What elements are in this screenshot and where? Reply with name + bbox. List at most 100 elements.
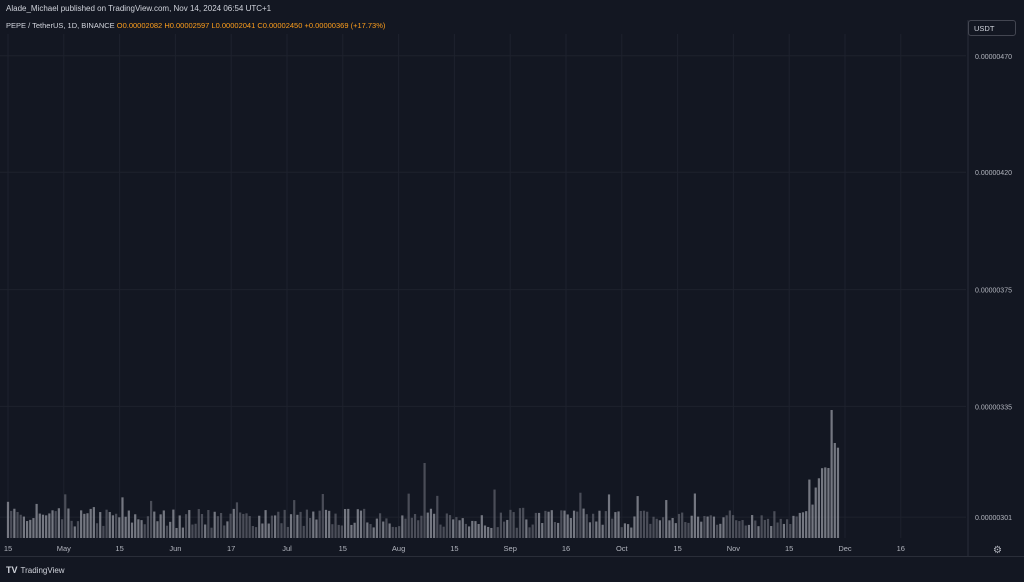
volume-bar [321,494,324,538]
volume-bar [684,522,687,538]
volume-bar [99,512,102,538]
volume-bar [315,519,318,538]
volume-bar [423,463,426,538]
tradingview-logo[interactable]: TV TradingView [6,565,65,575]
volume-bar [188,510,191,538]
volume-bar [169,521,172,538]
volume-bar [487,526,490,538]
volume-bar [382,521,385,538]
volume-bar [274,515,277,538]
volume-bar [833,443,836,538]
volume-bar [496,527,499,538]
volume-bar [569,518,572,538]
volume-bar [770,526,773,538]
volume-bar [213,511,216,538]
volume-bar [420,515,423,538]
x-tick-label: Jul [282,544,292,553]
x-tick-label: 15 [785,544,793,553]
volume-bar [801,512,805,538]
volume-bar [442,526,445,538]
volume-bar [690,515,693,538]
volume-bar [277,511,280,538]
volume-bar [219,512,223,538]
volume-bar [200,514,204,538]
publish-header: Alade_Michael published on TradingView.c… [0,0,1024,20]
volume-bar [254,527,258,538]
volume-bar [143,524,146,538]
volume-bar [649,523,652,538]
currency-selector[interactable]: USDT [968,20,1016,36]
volume-bar [251,525,254,538]
volume-bar [817,478,820,538]
volume-bar [773,511,776,538]
volume-bar [751,515,754,538]
volume-bar [73,526,76,538]
volume-bar [178,515,181,538]
volume-bar [468,526,471,538]
x-tick-label: 15 [339,544,347,553]
volume-bar [782,523,786,538]
volume-bar [391,526,394,538]
volume-bar [522,507,525,538]
volume-bar [652,516,655,538]
volume-bar [716,524,719,538]
volume-bar [363,508,366,538]
symbol-text: PEPE / TetherUS, 1D, BINANCE [6,21,115,30]
low-value: L0.00002041 [211,21,256,30]
price-chart[interactable]: 0.000044000.000038000.000034000.00003000… [0,0,1024,556]
volume-bar [242,513,245,538]
volume-bar [51,510,54,538]
volume-bar [286,526,289,538]
volume-bar [353,522,356,538]
volume-bar [744,525,747,538]
volume-bar [566,514,569,538]
volume-bar [146,516,150,538]
x-tick-label: May [57,544,71,553]
x-tick-label: 15 [673,544,681,553]
publisher-text: Alade_Michael published on TradingView.c… [6,4,272,13]
volume-bar [798,512,801,538]
volume-bar [436,495,439,538]
volume-bar [60,519,64,538]
x-tick-label: 16 [897,544,905,553]
volume-bar [528,527,531,538]
volume-bar [674,523,677,538]
volume-bar [388,523,391,538]
volume-bar [283,509,286,538]
volume-bar [324,509,328,538]
gear-icon[interactable]: ⚙ [993,545,1002,556]
volume-bar [805,511,808,538]
volume-bar [665,500,668,538]
volume-bar [499,512,502,538]
volume-bar [302,525,305,538]
volume-bar [267,523,270,538]
volume-bar [585,514,588,538]
volume-bar [394,527,398,538]
y-tick-label: 0.00000420 [975,170,1012,177]
volume-bar [636,496,639,538]
volume-bar [712,516,716,538]
volume-bar [633,516,636,538]
volume-bar [16,511,19,538]
volume-bar [525,519,528,538]
x-tick-label: Jun [169,544,181,553]
volume-bar [216,516,219,538]
volume-bar [331,524,334,538]
logo-mark: TV [6,565,18,575]
volume-bar [159,514,162,538]
open-value: O0.00002082 [116,21,163,30]
volume-bar [763,519,766,538]
volume-bar [410,517,413,538]
volume-bar [140,520,143,538]
volume-bar [359,510,363,538]
volume-bar [646,511,649,538]
volume-bar [401,515,404,538]
volume-bar [687,522,690,538]
volume-bar [836,447,840,538]
volume-bar [534,512,537,538]
volume-bar [509,509,512,538]
volume-bar [67,508,70,538]
volume-bar [700,521,703,538]
volume-bar [10,510,13,538]
volume-bar [102,525,105,538]
